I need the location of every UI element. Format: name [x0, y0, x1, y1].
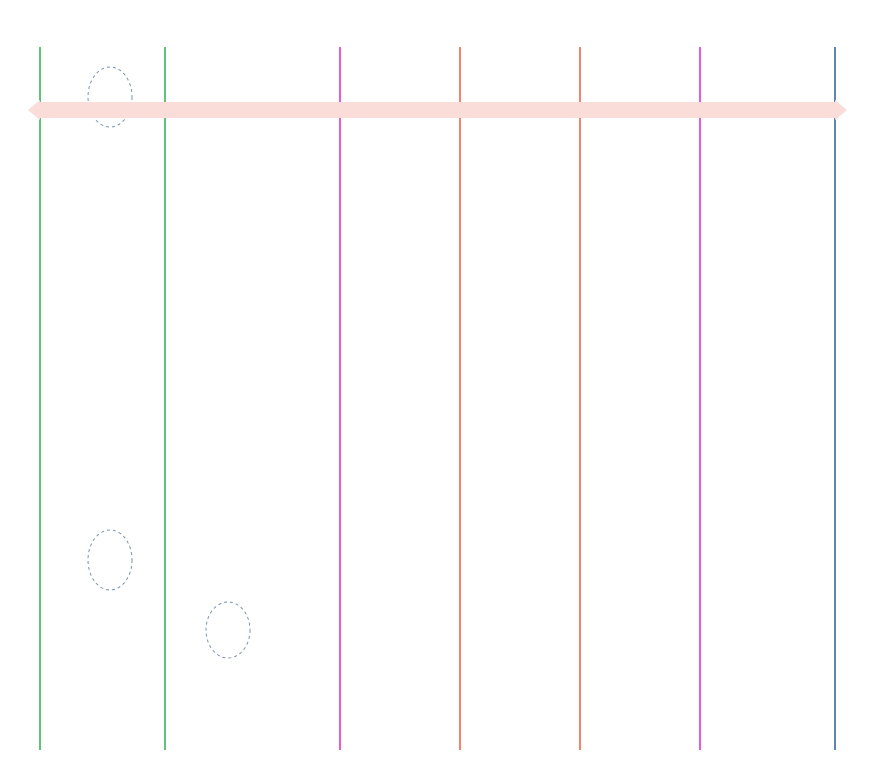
media-band — [40, 102, 835, 118]
session-cloud — [206, 602, 250, 658]
session-cloud — [88, 530, 132, 590]
sequence-diagram — [0, 0, 877, 759]
